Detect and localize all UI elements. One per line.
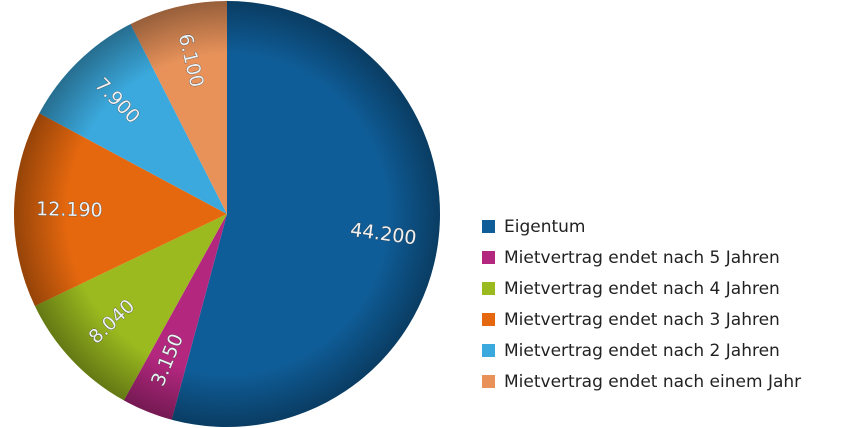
legend-label: Mietvertrag endet nach 4 Jahren [504,279,780,299]
legend-swatch [482,375,495,388]
legend-label: Mietvertrag endet nach 2 Jahren [504,341,780,361]
legend-label: Mietvertrag endet nach einem Jahr [504,372,801,392]
legend-swatch [482,344,495,357]
slice-label: 12.190 [36,198,103,222]
legend-label: Eigentum [504,217,586,237]
legend-swatch [482,313,495,326]
legend-swatch [482,282,495,295]
legend-label: Mietvertrag endet nach 5 Jahren [504,248,780,268]
legend-swatch [482,220,495,233]
legend-label: Mietvertrag endet nach 3 Jahren [504,310,780,330]
legend-swatch [482,251,495,264]
pie-shading [14,1,440,427]
